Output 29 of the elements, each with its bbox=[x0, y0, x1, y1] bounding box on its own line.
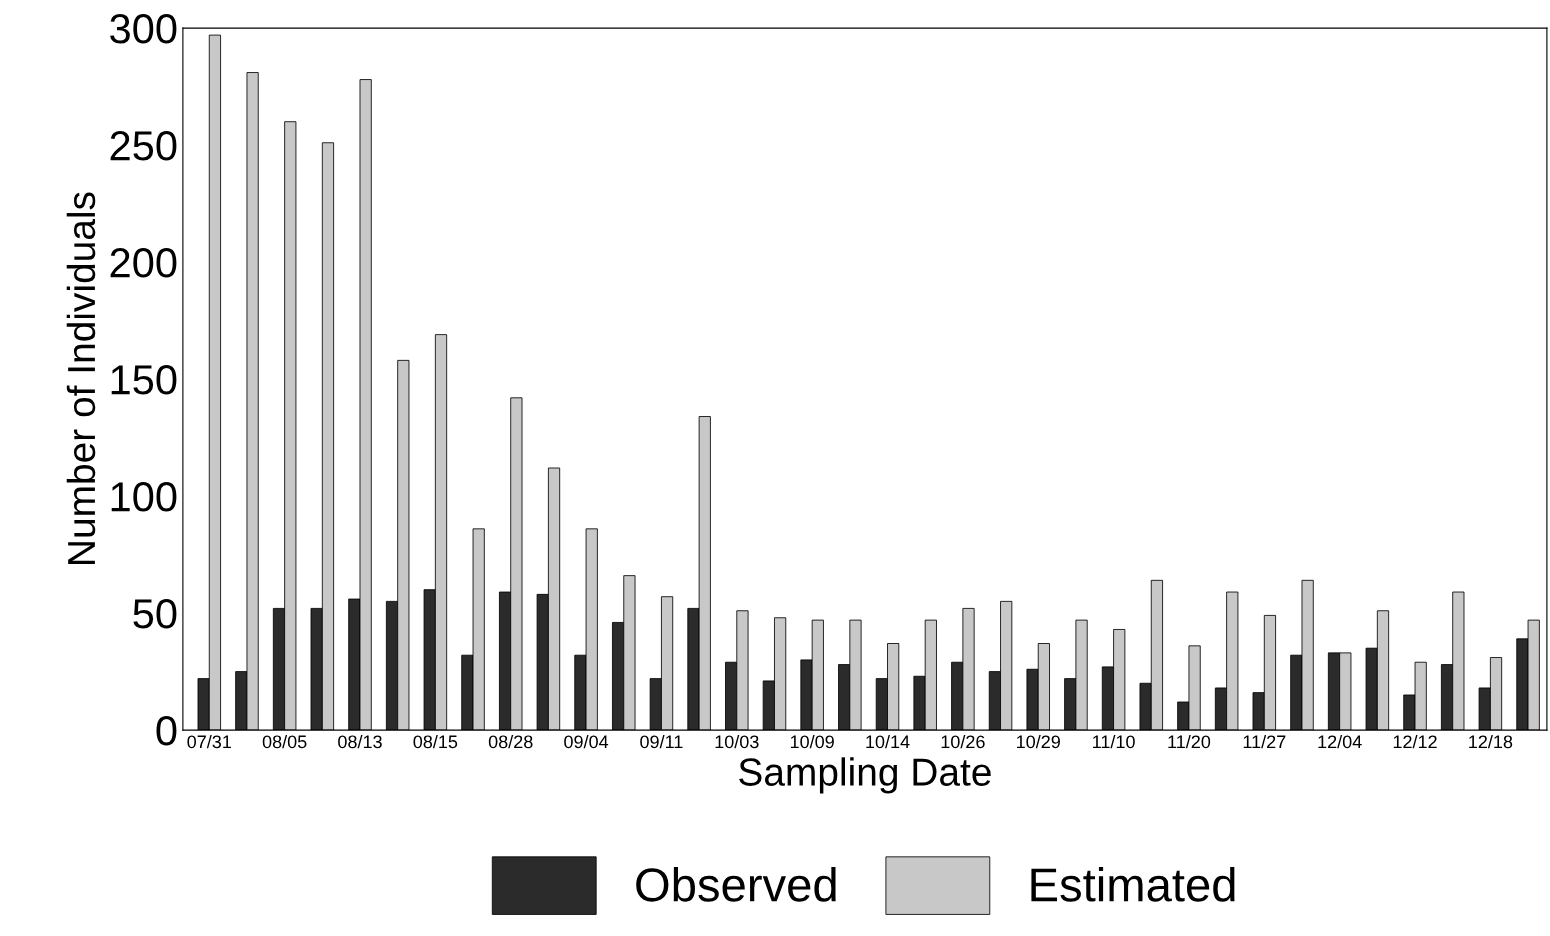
x-tick-label: 07/31 bbox=[187, 734, 231, 749]
x-tick-label: 08/28 bbox=[488, 734, 533, 749]
x-tick-label: 12/12 bbox=[1393, 734, 1437, 749]
x-tick-label: 08/15 bbox=[413, 734, 458, 749]
x-tick-label: 08/05 bbox=[262, 734, 307, 749]
y-tick-label: 0 bbox=[156, 716, 177, 746]
x-tick-label: 10/09 bbox=[790, 734, 834, 749]
x-tick-label: 11/10 bbox=[1093, 734, 1135, 749]
y-axis-title: Number of Individuals bbox=[66, 192, 96, 564]
x-tick-label: 11/20 bbox=[1168, 734, 1211, 749]
x-tick-label: 09/04 bbox=[564, 734, 609, 749]
x-tick-label: 08/13 bbox=[338, 734, 382, 749]
x-tick-label: 12/04 bbox=[1318, 734, 1362, 749]
x-tick-label: 12/18 bbox=[1469, 734, 1513, 749]
legend-label: Estimated bbox=[1031, 866, 1235, 902]
y-tick-label: 300 bbox=[110, 14, 177, 44]
y-tick-label: 50 bbox=[133, 599, 177, 629]
x-axis-title: Sampling Date bbox=[739, 757, 991, 794]
legend-label: Observed bbox=[636, 866, 836, 902]
x-tick-label: 10/14 bbox=[866, 734, 910, 749]
x-tick-label: 11/27 bbox=[1243, 734, 1286, 749]
x-tick-label: 10/03 bbox=[715, 734, 759, 749]
y-tick-label: 100 bbox=[111, 482, 177, 512]
y-tick-label: 150 bbox=[111, 365, 177, 395]
y-tick-label: 200 bbox=[110, 248, 177, 278]
x-tick-label: 09/11 bbox=[640, 734, 683, 749]
y-tick-label: 250 bbox=[110, 131, 177, 161]
x-tick-label: 10/29 bbox=[1017, 734, 1060, 749]
x-tick-label: 10/26 bbox=[941, 734, 985, 749]
